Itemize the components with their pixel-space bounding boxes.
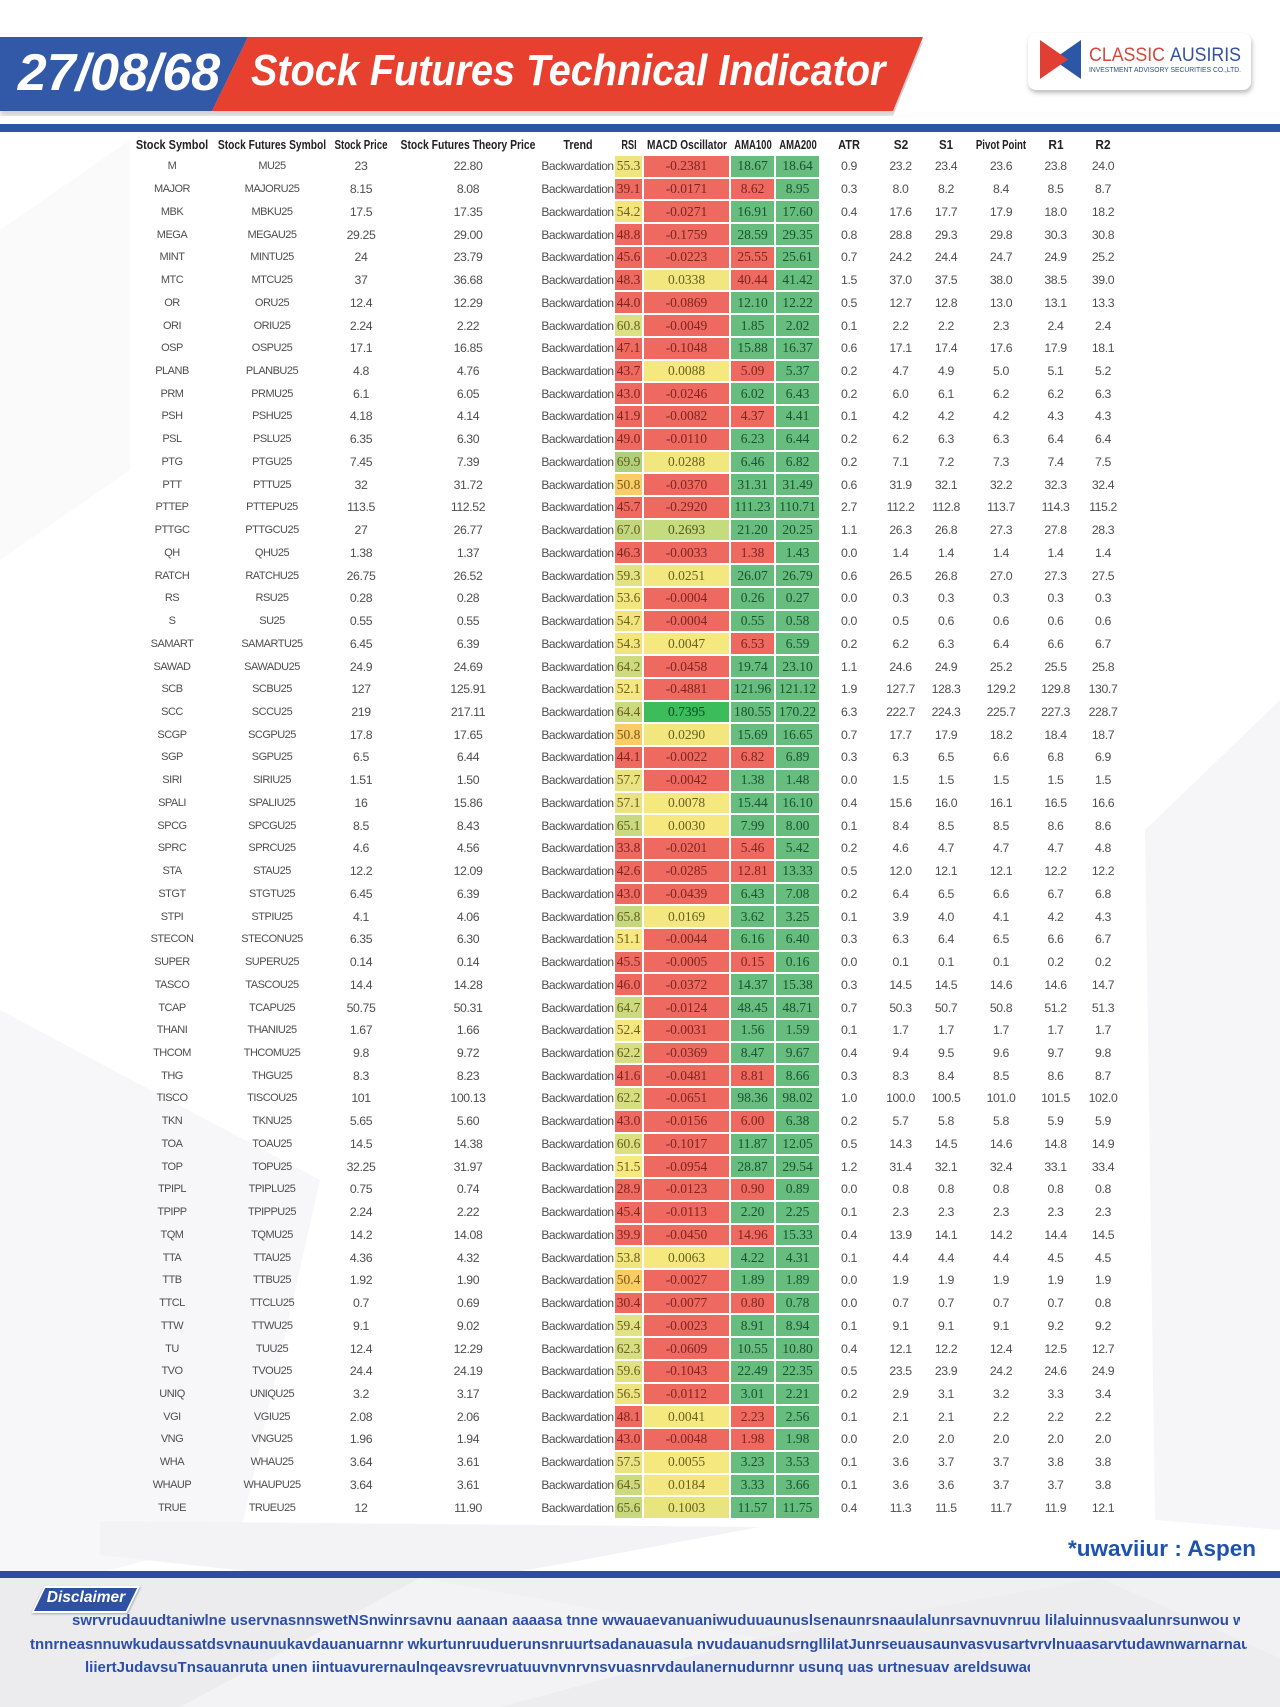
svg-text:CLASSIC: CLASSIC <box>1089 45 1165 66</box>
svg-text:AUSIRIS: AUSIRIS <box>1170 45 1241 66</box>
svg-text:INVESTMENT ADVISORY SECURITIES: INVESTMENT ADVISORY SECURITIES CO.,LTD. <box>1089 65 1241 74</box>
